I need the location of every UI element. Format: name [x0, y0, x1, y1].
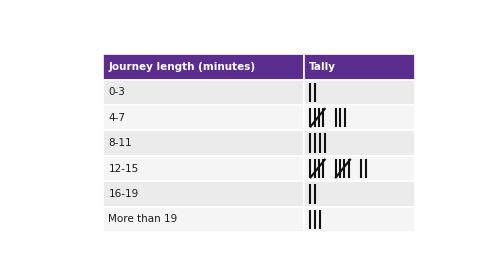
Text: 4-7: 4-7 — [108, 113, 125, 123]
Bar — [103, 130, 304, 156]
Text: More than 19: More than 19 — [108, 214, 178, 224]
Bar — [304, 105, 415, 130]
Bar — [304, 130, 415, 156]
Text: 8-11: 8-11 — [108, 138, 132, 148]
Bar — [304, 156, 415, 181]
Text: Tally: Tally — [309, 62, 336, 72]
Bar — [103, 181, 304, 207]
Text: 12-15: 12-15 — [108, 164, 139, 174]
Bar — [103, 80, 304, 105]
Bar — [103, 54, 304, 80]
Bar — [103, 207, 304, 232]
Bar — [304, 181, 415, 207]
Bar — [304, 80, 415, 105]
Bar — [103, 105, 304, 130]
Text: 16-19: 16-19 — [108, 189, 139, 199]
Bar — [304, 54, 415, 80]
Bar — [103, 156, 304, 181]
Bar — [304, 207, 415, 232]
Text: 0-3: 0-3 — [108, 87, 125, 97]
Text: Journey length (minutes): Journey length (minutes) — [108, 62, 255, 72]
